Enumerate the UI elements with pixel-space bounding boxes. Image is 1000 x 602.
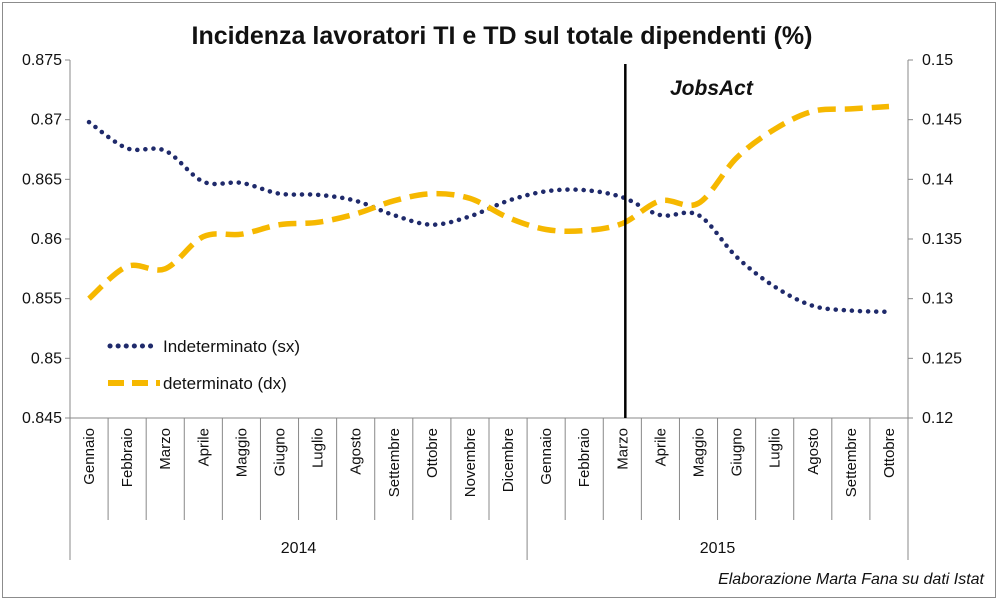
- category-label: Ottobre: [424, 428, 441, 478]
- category-label: Settembre: [843, 428, 860, 497]
- left-tick-label: 0.845: [22, 410, 62, 427]
- legend-label-indeterminato: Indeterminato (sx): [163, 337, 300, 356]
- series-line-indeterminato: [86, 119, 892, 315]
- category-label: Agosto: [348, 428, 365, 475]
- x-axis: Gennaio Febbraio Marzo Aprile Maggio Giugno Lu…: [69, 418, 909, 560]
- category-label: Settembre: [386, 428, 403, 497]
- right-tick-label: 0.125: [922, 350, 962, 367]
- category-label: Aprile: [652, 428, 669, 466]
- category-label: Giugno: [729, 428, 746, 476]
- category-label: Marzo: [157, 428, 174, 470]
- category-label: Aprile: [195, 428, 212, 466]
- chart-title: Incidenza lavoratori TI e TD sul totale …: [192, 22, 813, 50]
- left-tick-label: 0.855: [22, 291, 62, 308]
- series-line-determinato: [87, 103, 890, 301]
- left-tick-label: 0.875: [22, 52, 62, 69]
- category-label: Luglio: [310, 428, 327, 468]
- right-tick-label: 0.13: [922, 291, 953, 308]
- year-label: 2015: [700, 540, 736, 557]
- right-tick-label: 0.145: [922, 112, 962, 129]
- category-label: Febbraio: [576, 428, 593, 487]
- left-tick-label: 0.87: [31, 112, 62, 129]
- legend-label-determinato: determinato (dx): [163, 374, 287, 393]
- category-label: Gennaio: [81, 428, 98, 485]
- plot-area: [69, 60, 909, 419]
- category-label: Novembre: [462, 428, 479, 497]
- category-label: Febbraio: [119, 428, 136, 487]
- left-tick-label: 0.865: [22, 171, 62, 188]
- series-lines: [86, 103, 892, 315]
- category-label: Gennaio: [538, 428, 555, 485]
- category-label: Maggio: [691, 428, 708, 477]
- jobsact-annotation: JobsAct: [624, 64, 754, 418]
- category-label: Luglio: [767, 428, 784, 468]
- year-label: 2014: [281, 540, 317, 557]
- category-label: Marzo: [614, 428, 631, 470]
- right-y-axis: 0.12 0.125 0.13 0.135 0.14 0.145 0.15: [908, 52, 962, 427]
- category-label: Dicembre: [500, 428, 517, 492]
- category-label: Giugno: [272, 428, 289, 476]
- legend: Indeterminato (sx) determinato (dx): [107, 337, 300, 393]
- source-credit: Elaborazione Marta Fana su dati Istat: [718, 571, 984, 588]
- left-y-axis: 0.845 0.85 0.855 0.86 0.865 0.87 0.875: [22, 52, 70, 427]
- right-tick-label: 0.14: [922, 171, 953, 188]
- jobsact-label: JobsAct: [670, 77, 754, 100]
- right-tick-label: 0.15: [922, 52, 953, 69]
- category-label: Maggio: [233, 428, 250, 477]
- right-tick-label: 0.12: [922, 410, 953, 427]
- category-label: Agosto: [805, 428, 822, 475]
- category-label: Ottobre: [881, 428, 898, 478]
- left-tick-label: 0.86: [31, 231, 62, 248]
- left-tick-label: 0.85: [31, 350, 62, 367]
- right-tick-label: 0.135: [922, 231, 962, 248]
